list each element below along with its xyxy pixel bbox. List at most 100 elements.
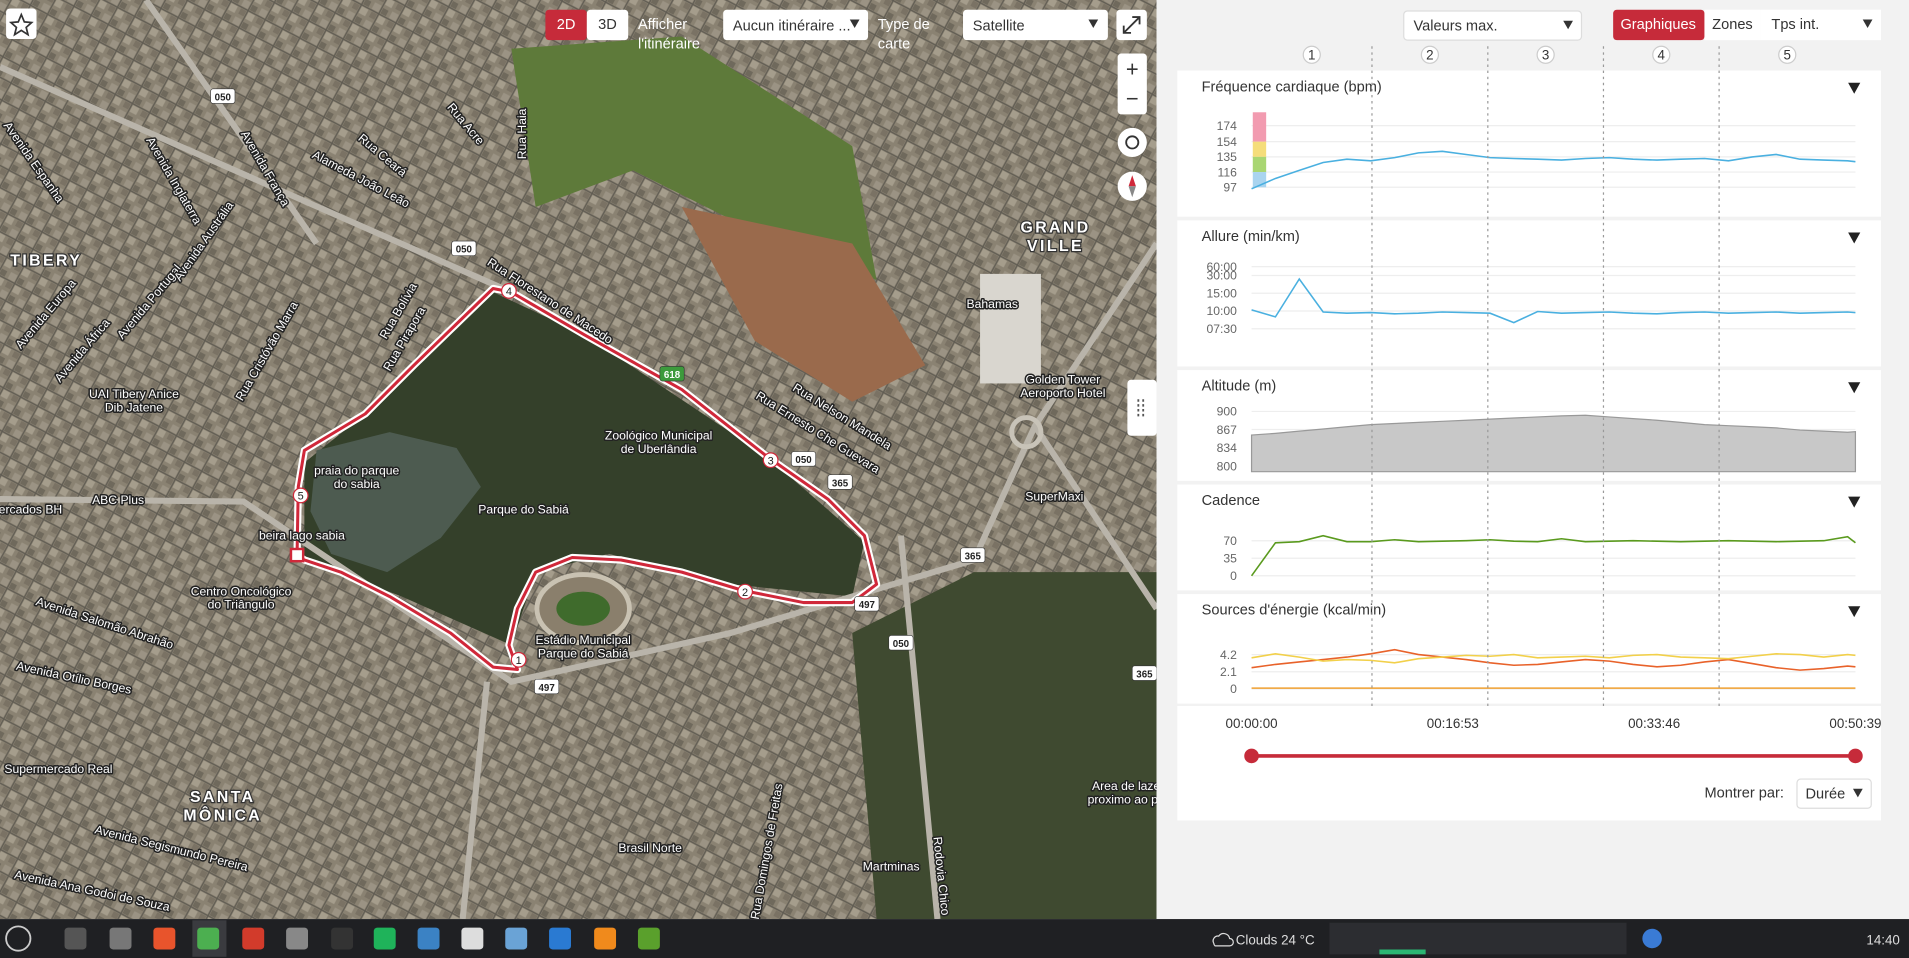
compass-needle <box>1128 175 1136 187</box>
app-icon[interactable] <box>417 927 440 950</box>
app-icon[interactable] <box>549 927 571 950</box>
road <box>0 0 1157 920</box>
tab-zones[interactable] <box>1704 9 1761 41</box>
mode-2d-label: 2D <box>557 17 576 33</box>
app-icon[interactable] <box>373 927 396 950</box>
y-tick-label: 30:00 <box>1207 269 1238 283</box>
map-label: VILLE <box>1027 238 1084 255</box>
route-marker <box>510 651 527 668</box>
y-tick-label: 2.1 <box>1220 665 1237 679</box>
dropdown-arrow <box>1852 788 1863 798</box>
app-icon[interactable] <box>64 927 87 950</box>
y-tick-label: 07:30 <box>1207 322 1238 336</box>
lap-badge <box>1778 45 1797 64</box>
map-label: praia do parque <box>314 464 399 478</box>
app-icon[interactable] <box>637 927 660 950</box>
chart-menu[interactable] <box>1848 232 1861 244</box>
values-select[interactable] <box>1403 10 1583 41</box>
map-label: Golden Tower <box>1025 372 1100 386</box>
y-tick-label: 900 <box>1217 405 1238 419</box>
taskbar: Clouds 24 °C 14:40 <box>0 919 1909 958</box>
map-label: beira lago sabia <box>259 528 345 542</box>
tab-label: Graphiques <box>1620 17 1695 33</box>
chart-card <box>1177 70 1881 217</box>
road-shield <box>960 547 986 563</box>
tray-icon <box>1642 928 1662 949</box>
y-tick-label: 70 <box>1223 534 1237 548</box>
app-icons <box>64 927 660 950</box>
range-card <box>1177 706 1881 821</box>
panel-handle[interactable] <box>1127 379 1157 436</box>
route-select[interactable] <box>723 9 869 41</box>
zone-band <box>1252 156 1267 173</box>
map-label: TIBERY <box>10 252 82 269</box>
tab-charts[interactable] <box>1613 9 1705 41</box>
route-marker-label: 2 <box>742 587 748 599</box>
lap-badge <box>1302 45 1321 64</box>
road-shield-label: 050 <box>795 455 811 466</box>
app-icon[interactable] <box>461 927 484 950</box>
y-tick-label: 15:00 <box>1207 286 1238 300</box>
chart-menu[interactable] <box>1848 382 1861 394</box>
chart-menu[interactable] <box>1848 496 1861 508</box>
chart-menu[interactable] <box>1848 82 1861 94</box>
chart-title: Sources d'énergie (kcal/min) <box>1202 603 1386 619</box>
map-type-select[interactable] <box>963 9 1108 41</box>
y-tick-label: 4.2 <box>1220 648 1237 662</box>
app-icon[interactable] <box>242 927 265 950</box>
fullscreen-icon <box>1122 16 1141 34</box>
app-icon[interactable] <box>286 927 309 950</box>
road-shield-label: 365 <box>1136 669 1153 680</box>
mode-3d-button[interactable] <box>586 9 629 41</box>
range-slider-handle[interactable] <box>1848 748 1863 764</box>
route-start <box>289 547 305 563</box>
lap-label: 5 <box>1784 48 1791 63</box>
chart-title: Altitude (m) <box>1202 379 1277 395</box>
app-icon[interactable] <box>153 927 176 950</box>
range-slider-handle[interactable] <box>1244 748 1259 764</box>
favorite-button[interactable] <box>6 8 37 39</box>
road-shield <box>854 596 880 612</box>
lap-label: 4 <box>1658 48 1666 63</box>
show-by-select[interactable] <box>1796 778 1872 809</box>
app-icon[interactable] <box>331 927 354 950</box>
chart-title: Allure (min/km) <box>1202 229 1300 245</box>
weather-icon <box>1212 932 1234 947</box>
weather: Clouds 24 °C <box>1236 933 1315 948</box>
y-tick-label: 834 <box>1217 441 1238 455</box>
road-shield <box>210 88 236 104</box>
zoom-in[interactable]: + <box>1126 57 1139 82</box>
app-icon[interactable] <box>197 927 220 950</box>
map-label: de Uberlândia <box>621 442 697 456</box>
show-by-label: Montrer par: <box>1704 785 1783 801</box>
road-shield <box>659 366 685 382</box>
tab-label: Zones <box>1712 17 1753 33</box>
app-icon[interactable] <box>109 927 132 950</box>
y-tick-label: 35 <box>1223 552 1237 566</box>
map-label: do sabia <box>334 477 380 491</box>
locate-icon <box>1125 135 1140 150</box>
zoom-control[interactable] <box>1117 53 1147 115</box>
tab-interval[interactable] <box>1760 9 1881 41</box>
x-tick-label: 00:50:39 <box>1829 716 1881 731</box>
chart-menu[interactable] <box>1848 606 1861 618</box>
menu-button[interactable] <box>5 925 32 952</box>
route <box>295 286 879 672</box>
y-tick-label: 60:00 <box>1207 260 1238 274</box>
mode-3d-label: 3D <box>598 17 617 33</box>
locate-button[interactable] <box>1117 127 1147 158</box>
mode-2d-button[interactable] <box>545 9 587 41</box>
app-icon[interactable] <box>594 927 617 950</box>
app-icon[interactable] <box>505 927 528 950</box>
zoom-out[interactable]: − <box>1126 86 1139 111</box>
road-shield-label: 497 <box>539 683 555 694</box>
y-tick-label: 116 <box>1218 165 1238 179</box>
roundabout <box>1009 415 1044 450</box>
map-type-value: Satellite <box>973 18 1025 34</box>
show-route-label: Afficher <box>638 17 687 33</box>
lap-badge <box>1536 45 1555 64</box>
chart-card <box>1177 594 1881 704</box>
